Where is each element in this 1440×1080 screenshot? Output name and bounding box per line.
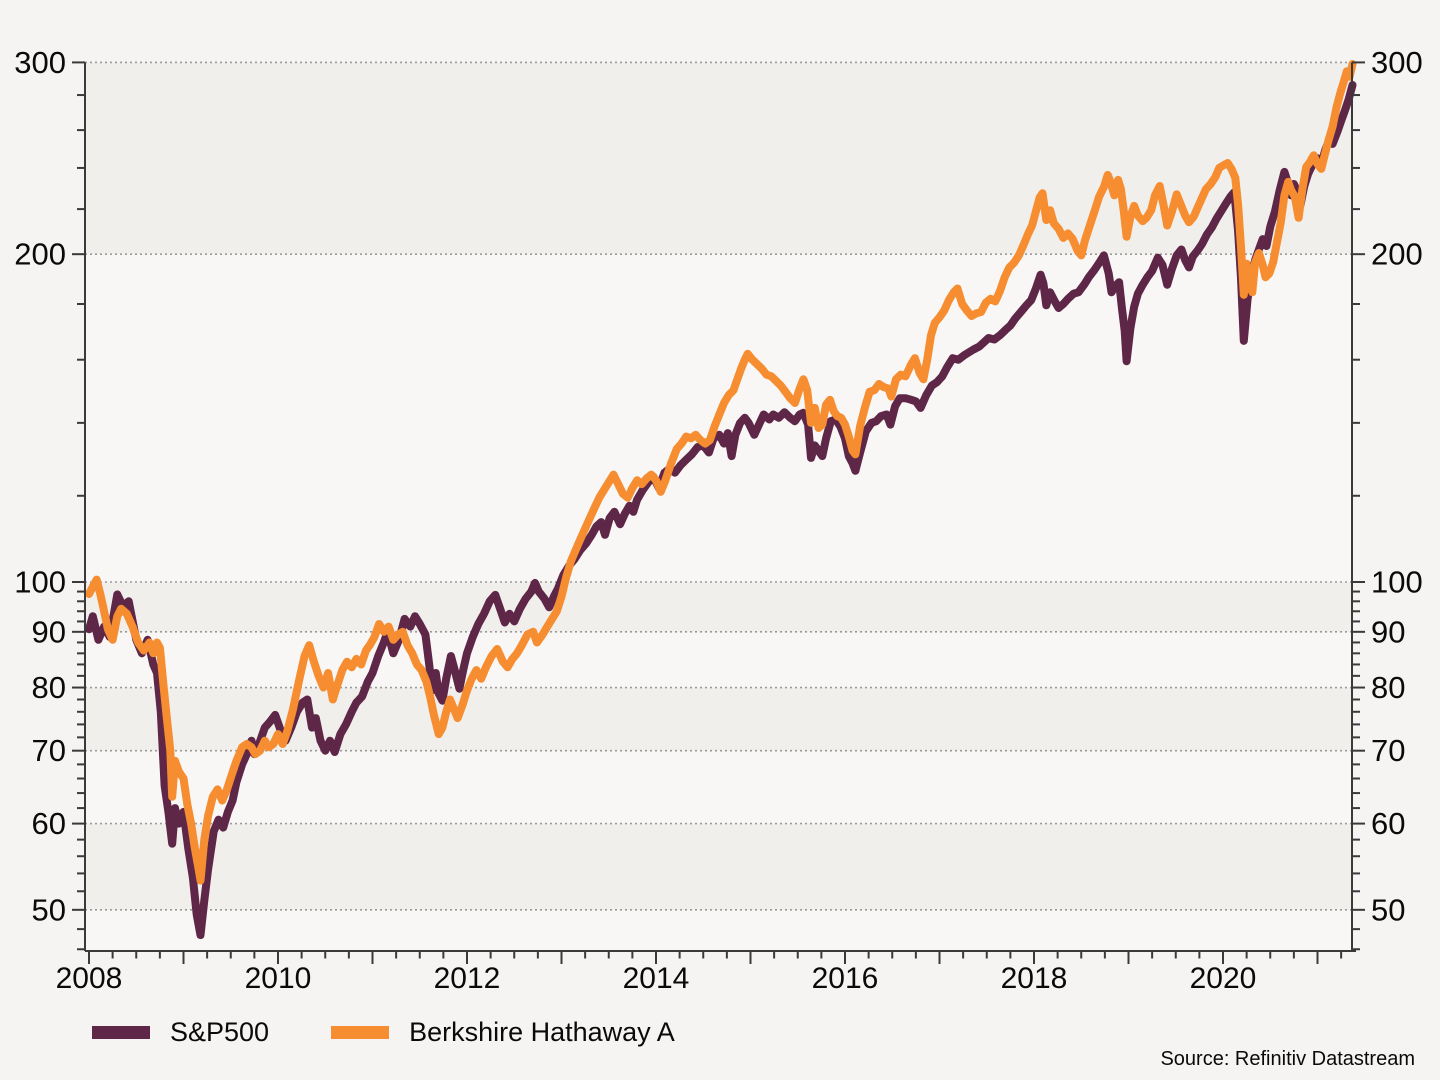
y-tick-label-left-300: 300 (14, 45, 66, 80)
y-tick-label-left-100: 100 (14, 565, 66, 600)
y-tick-label-right-200: 200 (1371, 237, 1423, 272)
y-tick-label-left-80: 80 (32, 670, 66, 705)
y-tick-label-right-70: 70 (1371, 733, 1405, 768)
y-tick-label-left-200: 200 (14, 237, 66, 272)
y-tick-label-right-300: 300 (1371, 45, 1423, 80)
x-tick-label-2012: 2012 (434, 962, 501, 995)
series-line-sp500 (85, 81, 1357, 940)
y-tick-label-left-70: 70 (32, 733, 66, 768)
berkshire-legend-swatch (331, 1025, 390, 1039)
plot-band (85, 582, 1352, 632)
x-tick-label-2010: 2010 (245, 962, 312, 995)
x-tick-label-2008: 2008 (56, 962, 123, 995)
y-tick-label-left-60: 60 (32, 806, 66, 841)
y-tick-label-right-80: 80 (1371, 670, 1405, 705)
y-tick-label-right-90: 90 (1371, 614, 1405, 649)
x-tick-label-2018: 2018 (1001, 962, 1068, 995)
plot-band (85, 823, 1352, 910)
x-tick-label-2014: 2014 (623, 962, 690, 995)
sp500-legend-label: S&P500 (170, 1016, 270, 1047)
legend: S&P500 Berkshire Hathaway A (92, 1016, 737, 1047)
series-line-berkshire (85, 60, 1357, 885)
sp500-legend-swatch (92, 1025, 150, 1039)
plot-band (85, 62, 1352, 255)
y-tick-label-left-50: 50 (32, 892, 66, 927)
x-tick-label-2016: 2016 (812, 962, 879, 995)
x-tick-label-2020: 2020 (1190, 962, 1257, 995)
berkshire-legend-label: Berkshire Hathaway A (409, 1016, 675, 1047)
y-tick-label-right-50: 50 (1371, 892, 1405, 927)
source-note: Source: Refinitiv Datastream (1160, 1048, 1415, 1070)
y-tick-label-left-90: 90 (32, 614, 66, 649)
y-tick-label-right-100: 100 (1371, 565, 1423, 600)
y-tick-label-right-60: 60 (1371, 806, 1405, 841)
